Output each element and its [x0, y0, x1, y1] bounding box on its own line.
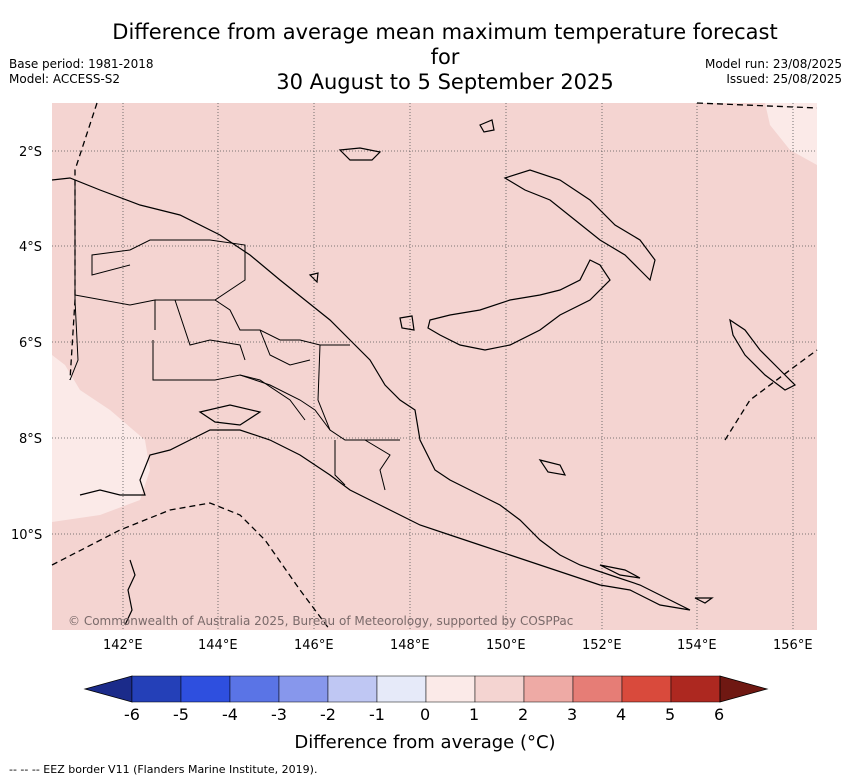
coastline-rossel: [694, 597, 714, 604]
lon-label-150e: 150°E: [486, 638, 526, 653]
issued-date: Issued: 25/08/2025: [726, 72, 842, 86]
colorbar: [83, 675, 769, 703]
meta-left: Base period: 1981-2018 Model: ACCESS-S2: [9, 57, 154, 87]
colorbar-tick-neg4: -4: [222, 705, 238, 724]
colorbar-tick-neg6: -6: [124, 705, 140, 724]
lon-label-142e: 142°E: [103, 638, 143, 653]
colorbar-title: Difference from average (°C): [294, 732, 556, 753]
coastline-new-hanover: [479, 119, 495, 133]
copyright-text: © Commonwealth of Australia 2025, Bureau…: [68, 614, 573, 628]
lat-label-10s: 10°S: [11, 528, 42, 543]
coastlines: [51, 119, 797, 626]
colorbar-extend-high: [719, 675, 769, 703]
anomaly-region-northeast: [765, 103, 817, 165]
lon-label-144e: 144°E: [198, 638, 238, 653]
province-borders: [69, 180, 400, 491]
province-east-sepik: [91, 239, 246, 301]
colorbar-segment: [180, 675, 231, 703]
province-morobe: [317, 344, 400, 441]
colorbar-segment: [474, 675, 525, 703]
lon-label-154e: 154°E: [677, 638, 717, 653]
colorbar-tick-5: 5: [665, 705, 675, 724]
province-chimbu: [259, 329, 311, 366]
coastline-torres-islands: [124, 559, 136, 626]
province-western: [152, 340, 331, 431]
eez-border-east: [724, 349, 818, 441]
eez-footnote: -- -- -- EEZ border V11 (Flanders Marine…: [9, 763, 318, 776]
coastline-goodenough: [538, 459, 567, 476]
colorbar-segment: [621, 675, 672, 703]
colorbar-tick-0: 0: [420, 705, 430, 724]
coastline-south-islands: [599, 564, 641, 579]
colorbar-tick-6: 6: [714, 705, 724, 724]
coastline-manus: [338, 147, 382, 161]
colorbar-tick-neg2: -2: [320, 705, 336, 724]
coastline-new-britain: [427, 259, 611, 351]
colorbar-segment: [670, 675, 721, 703]
colorbar-segment: [278, 675, 329, 703]
lon-label-152e: 152°E: [582, 638, 622, 653]
colorbar-segment: [131, 675, 182, 703]
map-background: [52, 103, 817, 630]
chart-title: Difference from average mean maximum tem…: [95, 20, 795, 95]
eez-border-south: [51, 502, 331, 631]
colorbar-segment: [327, 675, 378, 703]
colorbar-segment: [229, 675, 280, 703]
colorbar-segment: [572, 675, 623, 703]
coastline-umboi: [399, 315, 415, 331]
model-run: Model run: 23/08/2025: [704, 57, 842, 71]
colorbar-segment: [376, 675, 427, 703]
lat-label-8s: 8°S: [19, 432, 42, 447]
province-central: [334, 440, 346, 486]
eez-border-north: [696, 102, 818, 109]
lon-label-146e: 146°E: [294, 638, 334, 653]
colorbar-tick-3: 3: [567, 705, 577, 724]
coastline-bougainville: [729, 318, 797, 391]
lat-label-4s: 4°S: [19, 240, 42, 255]
coastline-new-ireland: [503, 169, 656, 282]
meta-right: Model run: 23/08/2025 Issued: 25/08/2025: [705, 57, 842, 87]
province-gulf: [239, 374, 306, 421]
province-highlands: [214, 299, 350, 346]
colorbar-extend-low: [83, 675, 133, 703]
lat-label-6s: 6°S: [19, 336, 42, 351]
province-enga: [174, 299, 246, 361]
colorbar-tick-1: 1: [469, 705, 479, 724]
coastline-fly-islands: [198, 404, 262, 426]
lon-label-148e: 148°E: [390, 638, 430, 653]
colorbar-segment: [523, 675, 574, 703]
colorbar-segment: [425, 675, 476, 703]
colorbar-tick-2: 2: [518, 705, 528, 724]
base-period: Base period: 1981-2018: [9, 57, 154, 71]
title-line-2: 30 August to 5 September 2025: [276, 70, 614, 94]
colorbar-tick-neg3: -3: [271, 705, 287, 724]
colorbar-tick-4: 4: [616, 705, 626, 724]
graticule: [52, 103, 817, 630]
colorbar-tick-neg1: -1: [369, 705, 385, 724]
coastline-karkar: [308, 272, 319, 284]
colorbar-tick-neg5: -5: [173, 705, 189, 724]
province-sandaun: [74, 294, 156, 330]
model-name: Model: ACCESS-S2: [9, 72, 121, 86]
anomaly-region-west: [52, 355, 150, 522]
lat-label-2s: 2°S: [19, 145, 42, 160]
title-line-1: Difference from average mean maximum tem…: [112, 20, 778, 69]
lon-label-156e: 156°E: [773, 638, 813, 653]
province-oro: [364, 439, 391, 491]
border-indonesia-png: [69, 180, 79, 381]
coastline-mainland: [51, 177, 691, 611]
